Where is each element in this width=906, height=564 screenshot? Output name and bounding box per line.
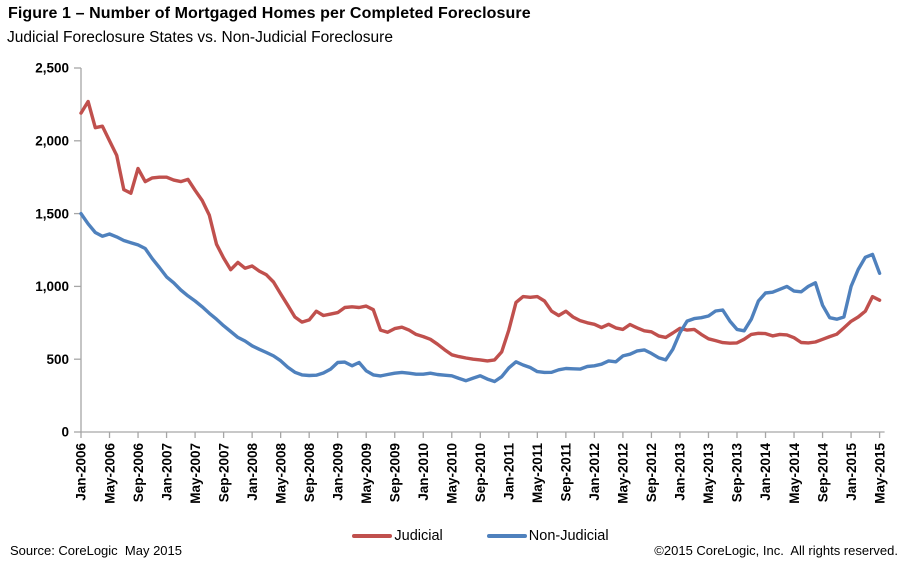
y-tick-label: 2,500 <box>35 61 69 76</box>
x-tick-label: May-2014 <box>787 443 802 504</box>
x-tick-label: Jan-2014 <box>758 443 773 501</box>
series-line-non-judicial <box>79 211 882 384</box>
x-tick-label: Jan-2006 <box>74 443 89 501</box>
x-tick-label: May-2011 <box>530 443 545 504</box>
non-judicial-line-swatch <box>486 534 527 538</box>
x-tick-label: Jan-2007 <box>159 443 174 501</box>
copyright-note: ©2015 CoreLogic, Inc. All rights reserve… <box>654 543 898 558</box>
figure-title: Figure 1 – Number of Mortgaged Homes per… <box>8 5 531 22</box>
x-tick-label: May-2008 <box>273 443 288 504</box>
y-tick-label: 1,000 <box>35 279 69 294</box>
judicial-line-swatch <box>352 534 393 538</box>
y-tick-label: 2,000 <box>35 134 69 149</box>
y-tick-label: 0 <box>61 425 69 440</box>
x-tick-label: May-2015 <box>872 443 887 504</box>
x-tick-label: Jan-2011 <box>502 443 517 501</box>
x-tick-label: May-2006 <box>102 443 117 504</box>
x-tick-label: Jan-2010 <box>416 443 431 501</box>
x-tick-label: Sep-2011 <box>559 443 574 502</box>
x-tick-label: Sep-2008 <box>302 443 317 503</box>
x-tick-label: Sep-2006 <box>131 443 146 503</box>
x-tick-label: Sep-2014 <box>815 443 830 503</box>
x-tick-label: May-2013 <box>701 443 716 504</box>
y-tick-label: 500 <box>46 352 69 367</box>
x-tick-label: Jan-2015 <box>844 443 859 501</box>
x-tick-label: Sep-2007 <box>216 443 231 502</box>
x-tick-label: Jan-2012 <box>587 443 602 501</box>
y-tick-label: 1,500 <box>35 206 69 221</box>
legend-item-non-judicial: Non-Judicial <box>486 528 609 544</box>
legend-item-judicial: Judicial <box>352 528 443 544</box>
x-tick-label: Jan-2009 <box>330 443 345 501</box>
x-tick-label: Sep-2010 <box>473 443 488 502</box>
series-line-judicial <box>79 99 882 363</box>
x-tick-label: May-2010 <box>445 443 460 504</box>
x-tick-label: May-2007 <box>188 443 203 504</box>
x-tick-label: Jan-2013 <box>673 443 688 501</box>
legend-label-non-judicial: Non-Judicial <box>528 528 609 544</box>
x-tick-label: Sep-2012 <box>644 443 659 502</box>
x-tick-label: Jan-2008 <box>245 443 260 501</box>
figure-subtitle: Judicial Foreclosure States vs. Non-Judi… <box>7 29 393 46</box>
x-tick-label: Sep-2009 <box>387 443 402 502</box>
x-tick-label: Sep-2013 <box>730 443 745 503</box>
chart-legend: Judicial Non-Judicial <box>81 526 880 546</box>
x-tick-label: May-2009 <box>359 443 374 504</box>
line-chart: 0 500 1,000 1,500 2,000 2,500 Jan-2006 May-2006… <box>35 61 887 504</box>
x-tick-label: May-2012 <box>616 443 631 504</box>
legend-label-judicial: Judicial <box>394 528 443 544</box>
source-note: Source: CoreLogic May 2015 <box>10 543 182 558</box>
